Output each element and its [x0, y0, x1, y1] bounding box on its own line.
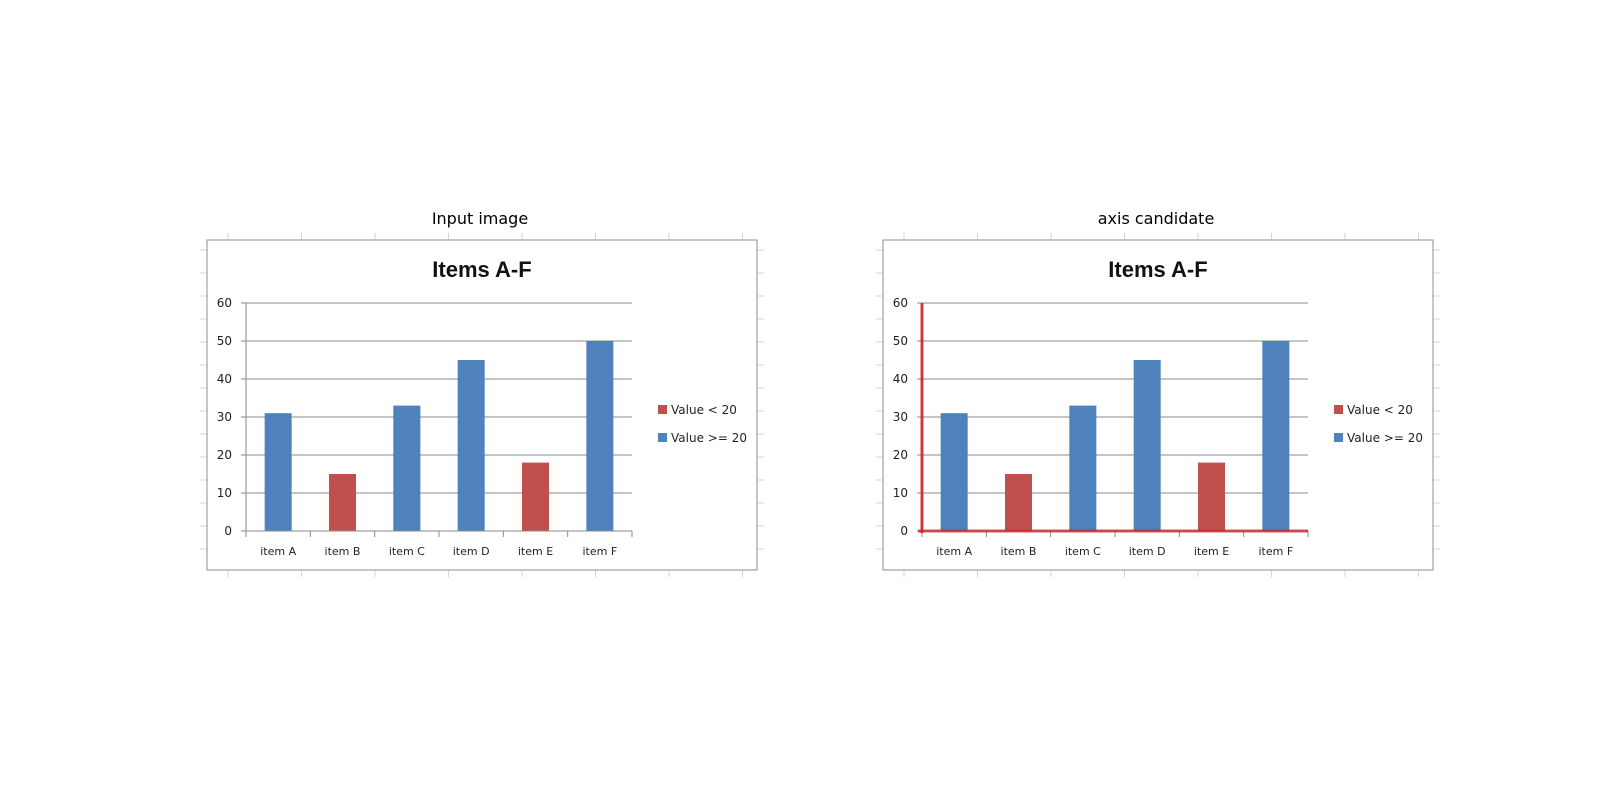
legend-label-low: Value < 20 — [1347, 403, 1413, 417]
legend-swatch-high — [1334, 433, 1343, 442]
y-tick-label: 60 — [217, 296, 232, 310]
y-tick-label: 40 — [217, 372, 232, 386]
x-tick-label: item F — [582, 545, 617, 558]
x-tick-label: item D — [453, 545, 490, 558]
bar-item-c — [393, 405, 421, 531]
bar-item-d — [1133, 360, 1161, 531]
legend-swatch-low — [1334, 405, 1343, 414]
x-tick-label: item C — [1065, 545, 1101, 558]
chart-title: Items A-F — [432, 257, 531, 282]
y-tick-label: 60 — [893, 296, 908, 310]
legend-swatch-low — [658, 405, 667, 414]
bar-item-b — [1004, 474, 1033, 531]
x-tick-label: item C — [389, 545, 425, 558]
legend-label-high: Value >= 20 — [671, 431, 747, 445]
sheet-gridlines — [876, 233, 1440, 577]
x-tick-label: item E — [1194, 545, 1229, 558]
bar-item-e — [1197, 462, 1226, 531]
y-tick-label: 50 — [893, 334, 908, 348]
legend-label-high: Value >= 20 — [1347, 431, 1423, 445]
bar-item-a — [264, 413, 292, 531]
x-tick-label: item A — [936, 545, 972, 558]
sheet-gridlines — [200, 233, 764, 577]
y-tick-label: 0 — [224, 524, 232, 538]
legend-swatch-high — [658, 433, 667, 442]
chart-title: Items A-F — [1108, 257, 1207, 282]
bar-item-b — [328, 474, 357, 531]
y-tick-label: 0 — [900, 524, 908, 538]
x-tick-label: item D — [1129, 545, 1166, 558]
x-tick-label: item B — [1001, 545, 1037, 558]
chart-panel-1: Input image Items A-F 0 10 20 30 40 50 60 item A i… — [200, 209, 764, 577]
y-tick-label: 10 — [217, 486, 232, 500]
panel-title: Input image — [432, 209, 528, 228]
chart-panel-2: axis candidate Items A-F 0 10 20 30 40 50 60 item… — [876, 209, 1440, 577]
y-tick-label: 10 — [893, 486, 908, 500]
bar-item-d — [457, 360, 485, 531]
y-tick-label: 20 — [217, 448, 232, 462]
bar-item-c — [1069, 405, 1097, 531]
panel-title: axis candidate — [1098, 209, 1215, 228]
x-tick-label: item E — [518, 545, 553, 558]
bar-item-f — [586, 341, 614, 531]
y-tick-label: 30 — [893, 410, 908, 424]
x-tick-label: item F — [1258, 545, 1293, 558]
y-tick-label: 40 — [893, 372, 908, 386]
y-tick-label: 30 — [217, 410, 232, 424]
x-tick-label: item A — [260, 545, 296, 558]
bar-item-a — [940, 413, 968, 531]
bar-item-e — [521, 462, 550, 531]
x-tick-label: item B — [325, 545, 361, 558]
y-tick-label: 20 — [893, 448, 908, 462]
bar-item-f — [1262, 341, 1290, 531]
legend-label-low: Value < 20 — [671, 403, 737, 417]
y-tick-label: 50 — [217, 334, 232, 348]
